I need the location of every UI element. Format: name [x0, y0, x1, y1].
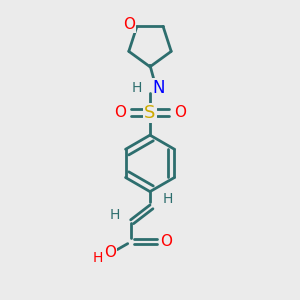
Text: O: O	[160, 234, 172, 249]
Text: H: H	[93, 251, 103, 266]
Text: H: H	[131, 81, 142, 94]
Text: H: H	[163, 192, 173, 206]
Text: N: N	[153, 79, 165, 97]
Text: O: O	[124, 17, 136, 32]
Text: O: O	[104, 245, 116, 260]
Text: O: O	[174, 105, 186, 120]
Text: S: S	[144, 104, 156, 122]
Text: H: H	[109, 208, 119, 222]
Text: O: O	[114, 105, 126, 120]
